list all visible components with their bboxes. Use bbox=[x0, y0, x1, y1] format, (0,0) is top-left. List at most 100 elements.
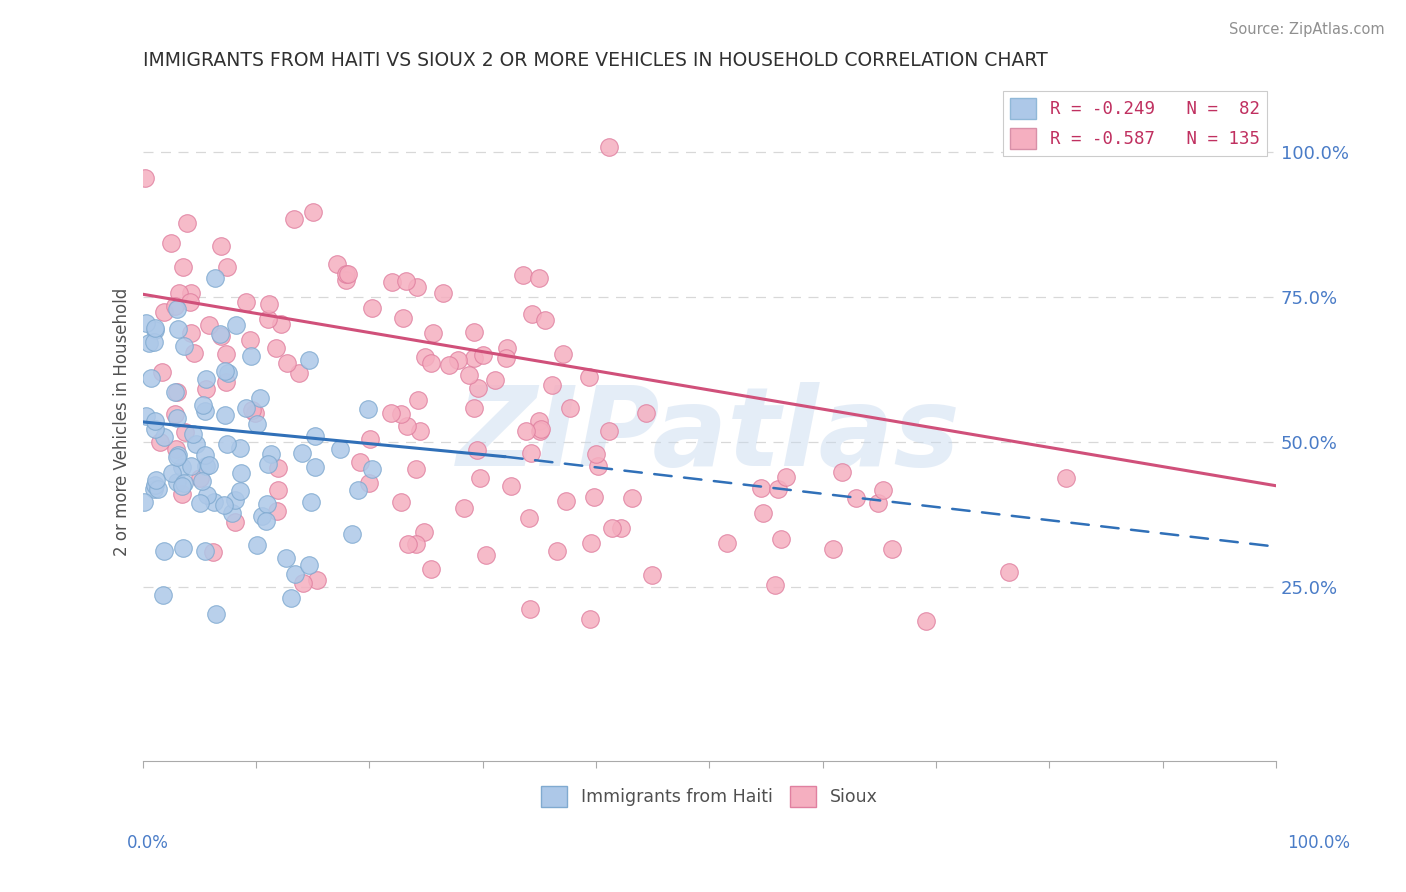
Point bbox=[215, 376, 238, 390]
Point bbox=[463, 351, 485, 365]
Point bbox=[225, 318, 247, 332]
Point bbox=[209, 328, 232, 343]
Point bbox=[214, 408, 236, 422]
Point bbox=[201, 545, 224, 559]
Point bbox=[882, 541, 904, 556]
Point bbox=[716, 536, 738, 550]
Point bbox=[245, 406, 267, 420]
Point bbox=[160, 236, 183, 251]
Legend: Immigrants from Haiti, Sioux: Immigrants from Haiti, Sioux bbox=[534, 779, 884, 814]
Text: 100.0%: 100.0% bbox=[1286, 834, 1350, 852]
Point bbox=[763, 578, 786, 592]
Point bbox=[256, 457, 278, 471]
Point bbox=[245, 417, 267, 431]
Point bbox=[211, 239, 233, 253]
Point bbox=[229, 484, 252, 499]
Point bbox=[463, 325, 485, 339]
Point bbox=[143, 422, 166, 436]
Point bbox=[166, 475, 188, 490]
Point bbox=[396, 419, 419, 434]
Point bbox=[447, 353, 470, 368]
Point bbox=[194, 448, 217, 462]
Point bbox=[412, 524, 434, 539]
Point bbox=[198, 318, 221, 333]
Point bbox=[260, 447, 283, 461]
Point bbox=[166, 450, 188, 464]
Point bbox=[380, 406, 402, 420]
Point bbox=[165, 407, 187, 421]
Point bbox=[422, 326, 444, 340]
Point bbox=[406, 392, 429, 407]
Point bbox=[517, 511, 540, 525]
Point bbox=[152, 588, 174, 602]
Point bbox=[235, 295, 257, 310]
Point bbox=[335, 267, 357, 281]
Point bbox=[468, 471, 491, 485]
Point bbox=[499, 479, 522, 493]
Point bbox=[340, 527, 363, 541]
Point bbox=[143, 321, 166, 335]
Point bbox=[578, 612, 600, 626]
Point bbox=[361, 461, 384, 475]
Point bbox=[347, 483, 370, 498]
Point bbox=[465, 443, 488, 458]
Point bbox=[179, 295, 201, 310]
Point bbox=[180, 286, 202, 301]
Point bbox=[143, 477, 166, 491]
Point bbox=[172, 541, 194, 555]
Point bbox=[143, 414, 166, 428]
Point bbox=[381, 275, 404, 289]
Text: Source: ZipAtlas.com: Source: ZipAtlas.com bbox=[1229, 22, 1385, 37]
Point bbox=[519, 602, 541, 616]
Point bbox=[770, 532, 793, 546]
Point bbox=[184, 437, 207, 451]
Point bbox=[866, 496, 889, 510]
Point bbox=[534, 313, 557, 327]
Point bbox=[914, 614, 936, 628]
Point bbox=[579, 536, 602, 550]
Point bbox=[291, 8, 314, 22]
Point bbox=[276, 551, 298, 566]
Point bbox=[586, 458, 609, 473]
Point bbox=[239, 333, 262, 347]
Point bbox=[409, 424, 432, 438]
Point bbox=[529, 414, 551, 428]
Point bbox=[357, 402, 380, 417]
Point bbox=[204, 271, 226, 285]
Point bbox=[636, 406, 658, 420]
Point bbox=[167, 285, 190, 300]
Point bbox=[823, 542, 845, 557]
Point bbox=[195, 382, 218, 396]
Point bbox=[546, 544, 568, 558]
Point bbox=[132, 494, 155, 508]
Point bbox=[453, 500, 475, 515]
Point bbox=[299, 495, 322, 509]
Point bbox=[392, 310, 415, 325]
Point bbox=[529, 422, 551, 436]
Point bbox=[153, 544, 176, 558]
Point bbox=[998, 565, 1021, 579]
Point bbox=[183, 345, 205, 359]
Point bbox=[217, 260, 239, 274]
Point bbox=[152, 365, 174, 379]
Point bbox=[194, 372, 217, 386]
Point bbox=[152, 304, 174, 318]
Point bbox=[495, 351, 517, 366]
Point bbox=[138, 336, 160, 351]
Point bbox=[163, 299, 186, 313]
Point bbox=[284, 567, 307, 582]
Point bbox=[221, 506, 243, 520]
Point bbox=[254, 514, 277, 528]
Point bbox=[560, 401, 582, 415]
Point bbox=[553, 347, 575, 361]
Point bbox=[457, 368, 479, 383]
Point bbox=[235, 401, 257, 415]
Point bbox=[229, 467, 252, 481]
Point bbox=[335, 273, 357, 287]
Point bbox=[405, 462, 427, 476]
Point bbox=[246, 538, 269, 552]
Point bbox=[181, 427, 204, 442]
Point bbox=[256, 312, 278, 326]
Point bbox=[291, 445, 314, 459]
Point bbox=[266, 504, 288, 518]
